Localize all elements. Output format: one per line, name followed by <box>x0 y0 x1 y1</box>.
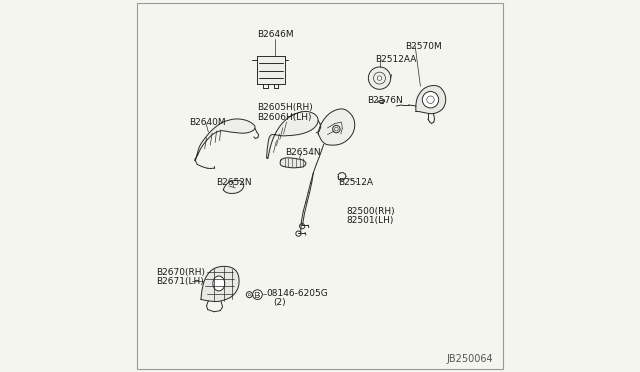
Text: B2606H(LH): B2606H(LH) <box>257 113 311 122</box>
Circle shape <box>300 224 305 229</box>
Polygon shape <box>267 112 318 158</box>
Text: 08146-6205G: 08146-6205G <box>266 289 328 298</box>
Text: JB250064: JB250064 <box>446 354 493 364</box>
Text: 82500(RH): 82500(RH) <box>346 207 395 216</box>
Circle shape <box>335 127 338 131</box>
Text: 82501(LH): 82501(LH) <box>346 216 394 225</box>
Text: B2671(LH): B2671(LH) <box>156 278 204 286</box>
Text: B2605H(RH): B2605H(RH) <box>257 103 312 112</box>
Text: B2670(RH): B2670(RH) <box>156 268 205 277</box>
Polygon shape <box>416 86 445 114</box>
Ellipse shape <box>213 276 225 291</box>
Text: B2512AA: B2512AA <box>375 55 417 64</box>
Circle shape <box>374 72 385 84</box>
Circle shape <box>333 125 340 133</box>
Text: B2512A: B2512A <box>338 178 373 187</box>
Circle shape <box>253 290 262 299</box>
Circle shape <box>427 96 434 103</box>
Polygon shape <box>201 266 239 301</box>
Polygon shape <box>223 180 244 193</box>
Text: B2652N: B2652N <box>216 178 252 187</box>
Circle shape <box>248 294 250 296</box>
Text: (2): (2) <box>273 298 286 307</box>
Text: B2654N: B2654N <box>285 148 320 157</box>
Circle shape <box>246 292 252 298</box>
Circle shape <box>422 92 438 108</box>
Circle shape <box>296 231 301 236</box>
Circle shape <box>378 76 381 80</box>
Text: B2640M: B2640M <box>189 118 226 127</box>
Text: B2576N: B2576N <box>367 96 403 105</box>
Polygon shape <box>257 56 285 84</box>
Polygon shape <box>318 109 355 145</box>
Polygon shape <box>195 119 255 161</box>
Text: B2646M: B2646M <box>257 30 294 39</box>
Polygon shape <box>280 158 306 168</box>
Circle shape <box>369 67 390 89</box>
Text: B2570M: B2570M <box>406 42 442 51</box>
